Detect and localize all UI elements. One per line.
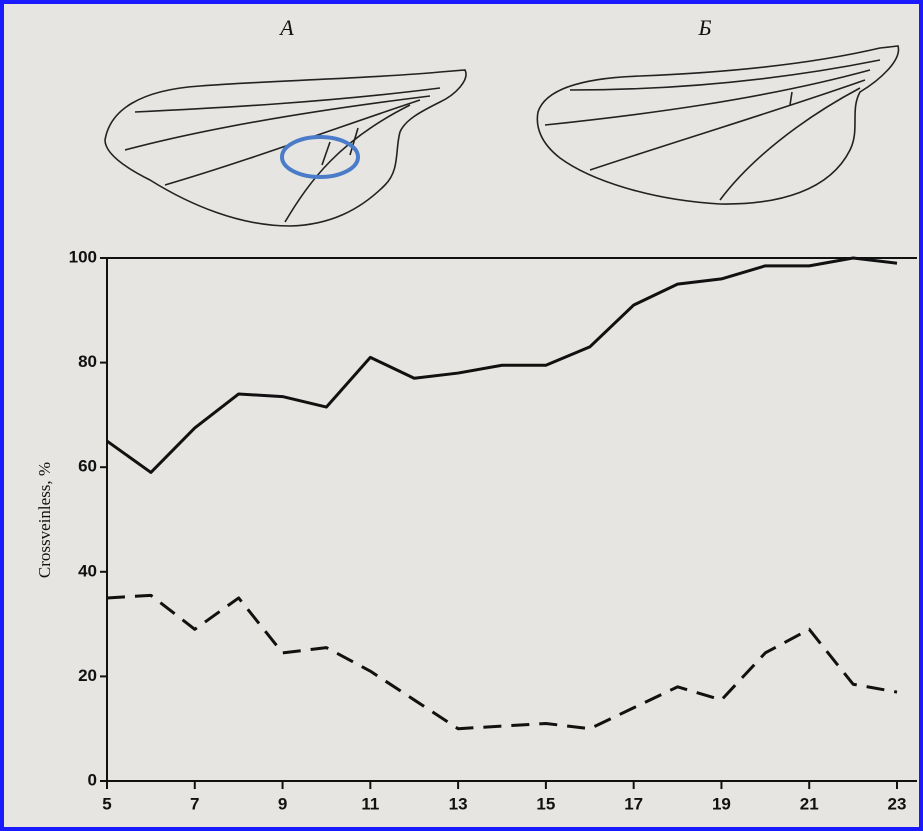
x-tick-label: 9: [278, 794, 287, 813]
y-tick-label: 20: [78, 666, 97, 685]
x-tick-label: 21: [800, 794, 819, 813]
x-tick-label: 7: [190, 794, 199, 813]
y-tick-label: 80: [78, 352, 97, 371]
x-tick-label: 17: [624, 794, 643, 813]
chart: А Б Crossveinless, % 0 20 40 60 80 100 5 7 9 11 13…: [0, 0, 923, 831]
y-tick-label: 40: [78, 561, 97, 580]
page: А Б Crossveinless, % 0 20 40 60 80 100 5 7 9 11 13…: [0, 0, 923, 831]
x-tick-label: 19: [712, 794, 731, 813]
x-tick-label: 15: [536, 794, 555, 813]
x-tick-label: 11: [361, 794, 379, 813]
x-tick-label: 13: [449, 794, 468, 813]
y-axis-label: Crossveinless, %: [35, 462, 54, 578]
x-tick-label: 23: [888, 794, 907, 813]
y-tick-label: 60: [78, 457, 97, 476]
y-tick-label: 0: [88, 770, 97, 789]
panel-label: А: [278, 15, 294, 40]
x-tick-label: 5: [102, 794, 111, 813]
frame: [2, 2, 921, 829]
y-tick-label: 100: [69, 247, 97, 266]
panel-label: Б: [698, 15, 712, 40]
